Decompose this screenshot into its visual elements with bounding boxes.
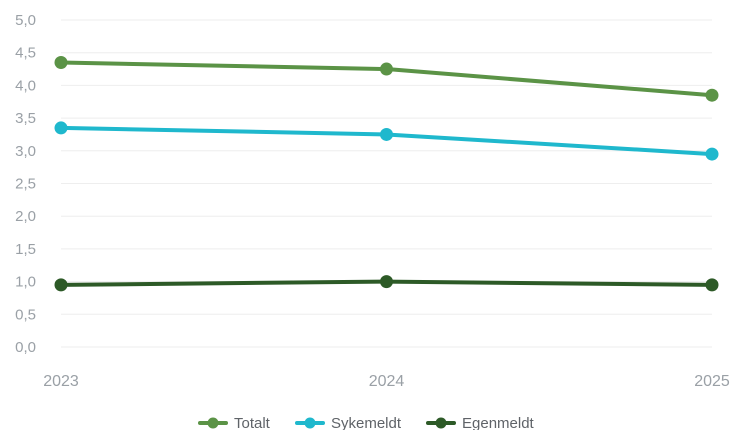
legend-label: Totalt — [234, 415, 271, 430]
data-point-sykemeldt — [380, 127, 393, 141]
y-tick-label: 2,0 — [15, 208, 36, 225]
grid-lines — [61, 19, 712, 348]
y-axis-tick-labels: 0,0 0,5 1,0 1,5 2,0 2,5 3,0 3,5 4,0 4,5 5,0 — [15, 12, 36, 356]
data-point-totalt — [54, 56, 68, 70]
legend: Totalt Sykemeldt Egenmeldt — [198, 415, 535, 430]
y-tick-label: 4,5 — [15, 45, 36, 62]
x-tick-label: 2024 — [369, 373, 405, 390]
legend-swatch-marker — [304, 417, 316, 429]
legend-swatch-marker — [435, 417, 447, 429]
y-tick-label: 0,5 — [15, 306, 36, 323]
x-tick-label: 2023 — [43, 373, 79, 390]
y-tick-label: 5,0 — [15, 12, 36, 29]
y-tick-label: 3,0 — [15, 143, 36, 160]
legend-swatch-marker — [207, 417, 219, 429]
legend-label: Sykemeldt — [331, 415, 402, 430]
data-point-egenmeldt — [705, 278, 719, 292]
x-tick-label: 2025 — [694, 373, 730, 390]
y-tick-label: 0,0 — [15, 339, 36, 356]
data-point-sykemeldt — [705, 147, 719, 161]
x-axis-tick-labels: 2023 2024 2025 — [43, 373, 730, 390]
series-lines — [54, 56, 719, 292]
y-tick-label: 2,5 — [15, 176, 36, 193]
data-point-egenmeldt — [380, 275, 393, 289]
y-tick-label: 1,0 — [15, 274, 36, 291]
data-point-totalt — [705, 88, 719, 102]
legend-label: Egenmeldt — [462, 415, 535, 430]
data-point-sykemeldt — [54, 121, 68, 135]
y-tick-label: 4,0 — [15, 77, 36, 94]
y-tick-label: 3,5 — [15, 110, 36, 127]
y-tick-label: 1,5 — [15, 241, 36, 258]
data-point-totalt — [380, 62, 393, 76]
data-point-egenmeldt — [54, 278, 68, 292]
